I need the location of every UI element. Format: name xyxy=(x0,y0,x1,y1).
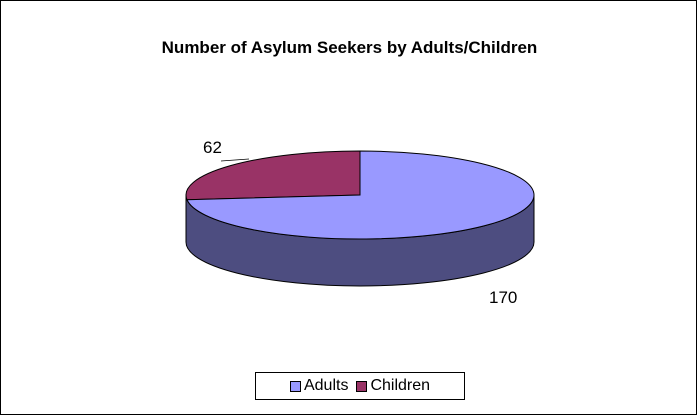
chart-legend: Adults Children xyxy=(255,372,465,400)
legend-item-adults: Adults xyxy=(289,377,349,395)
legend-label-adults: Adults xyxy=(303,377,349,394)
data-label-children: 62 xyxy=(203,138,222,157)
legend-item-children: Children xyxy=(356,377,430,395)
data-label-adults: 170 xyxy=(489,288,518,307)
legend-label-children: Children xyxy=(370,377,431,394)
chart-title: Number of Asylum Seekers by Adults/Child… xyxy=(161,38,538,57)
pie-slice-children xyxy=(185,150,361,201)
leader-line-children xyxy=(220,158,250,162)
legend-swatch-children xyxy=(356,380,368,392)
pie-slice-adults xyxy=(186,150,535,240)
legend-swatch-adults xyxy=(289,380,301,392)
